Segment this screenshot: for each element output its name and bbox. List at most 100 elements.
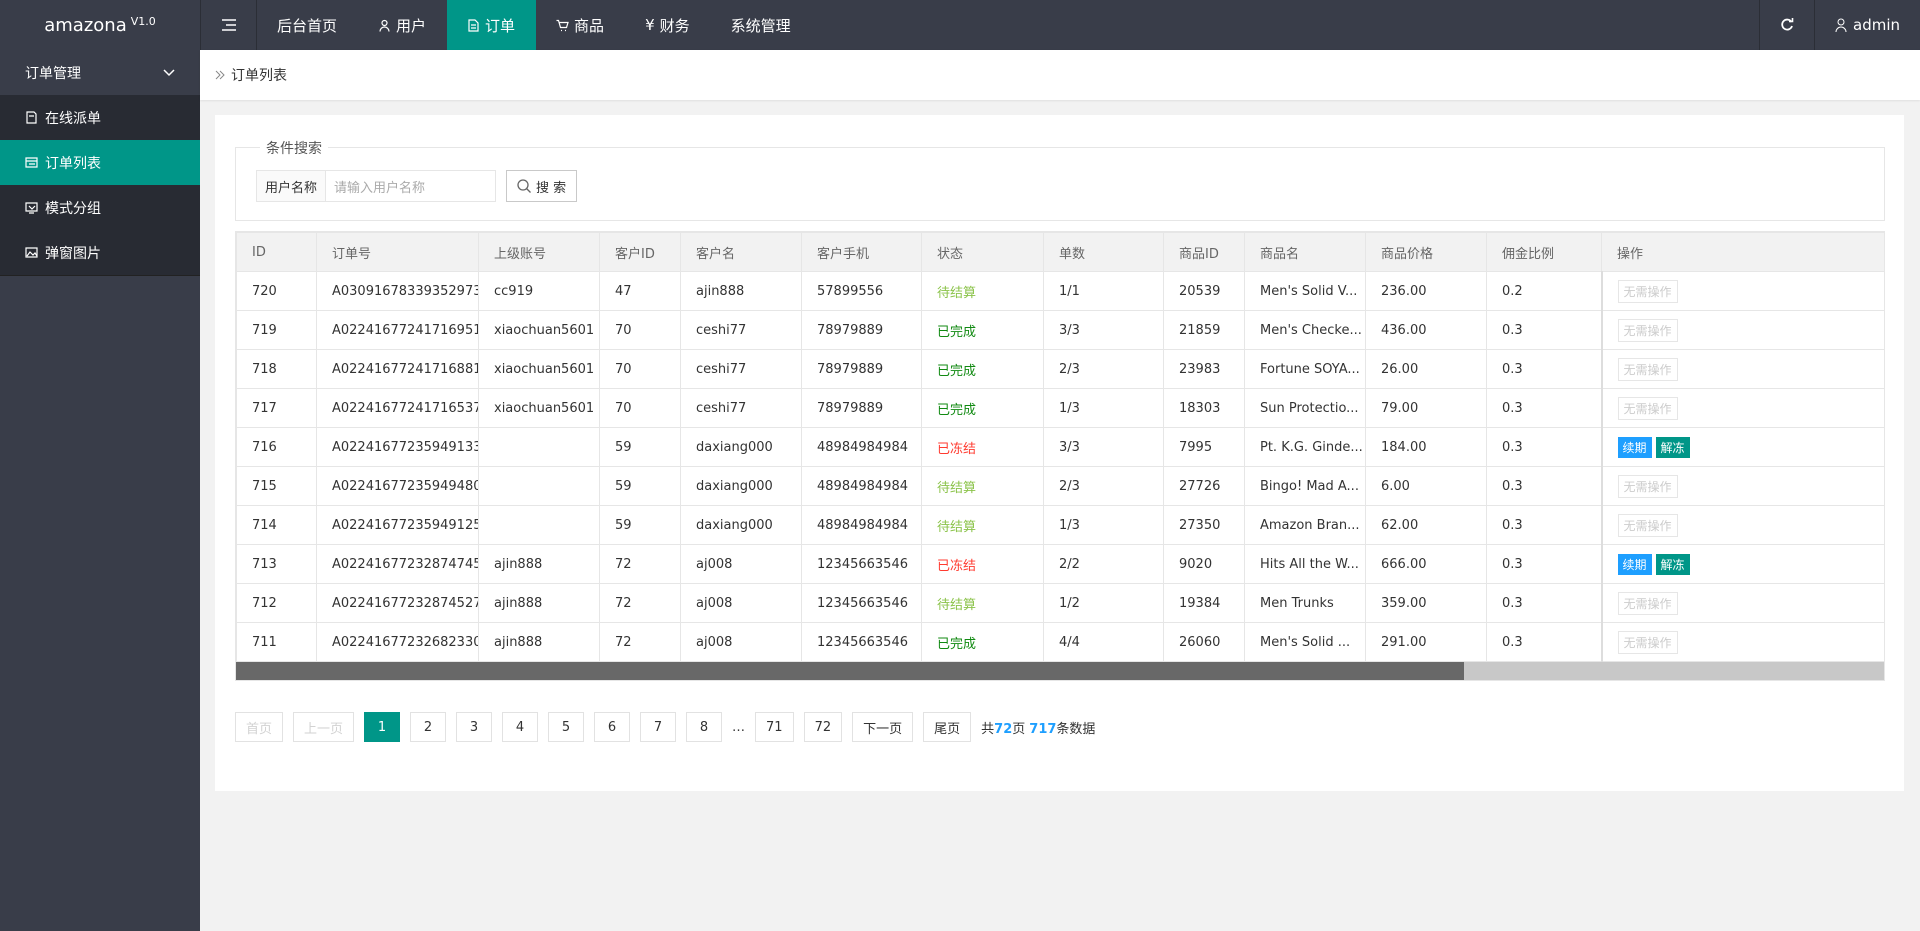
cell: ceshi77: [680, 310, 802, 350]
column-header: 订单号: [316, 232, 479, 272]
cell: 2/3: [1043, 349, 1164, 389]
table-row: 713 A02241677232874745 ajin888 72 aj008 12345…: [236, 544, 1885, 584]
column-header: 商品ID: [1163, 232, 1245, 272]
cell: 78979889: [801, 349, 922, 389]
cell: 720: [236, 271, 317, 311]
cell: daxiang000: [680, 505, 802, 545]
cell: Pt. K.G. Ginde...: [1244, 427, 1366, 467]
action-button[interactable]: 解冻: [1655, 553, 1690, 575]
cell: 236.00: [1365, 271, 1487, 311]
cell: 19384: [1163, 583, 1245, 623]
cell: A02241677232874745: [316, 544, 479, 584]
nav-label: 用户: [396, 16, 427, 35]
page-button[interactable]: 72: [803, 712, 843, 742]
summary-prefix: 共: [981, 721, 995, 737]
sidebar-item[interactable]: 弹窗图片: [0, 230, 200, 275]
cell: 70: [599, 388, 681, 428]
cell: daxiang000: [680, 427, 802, 467]
nav-item[interactable]: 商品: [536, 0, 625, 50]
table-row: 714 A02241677235949125 59 daxiang000 4898498…: [236, 505, 1885, 545]
sidebar-item[interactable]: 在线派单: [0, 95, 200, 140]
summary-count-suffix: 条数据: [1056, 721, 1096, 737]
action-button[interactable]: 续期: [1617, 436, 1652, 458]
sidebar-item[interactable]: 模式分组: [0, 185, 200, 230]
page-button[interactable]: 5: [548, 712, 585, 742]
cell: 0.3: [1486, 310, 1602, 350]
page-button[interactable]: 尾页: [923, 712, 972, 742]
action-button: 无需操作: [1617, 357, 1678, 381]
page-button[interactable]: 7: [640, 712, 677, 742]
pagination: 首页 上一页 1 2 3 4 5 6 7 8… 71 72 下一页 尾页 共72页 717条数据: [235, 712, 1095, 742]
sidebar-group[interactable]: 订单管理: [0, 50, 200, 95]
cell: 12345663546: [801, 544, 922, 584]
cell: 0.3: [1486, 466, 1602, 506]
column-header: 单数: [1043, 232, 1164, 272]
column-header: 操作: [1601, 232, 1885, 272]
nav-item[interactable]: 订单: [447, 0, 537, 50]
nav-item[interactable]: ¥ 财务: [625, 0, 711, 50]
cell: 2/3: [1043, 466, 1164, 506]
cell: 0.3: [1486, 544, 1602, 584]
cell: 78979889: [801, 310, 922, 350]
action-button[interactable]: 解冻: [1655, 436, 1690, 458]
page-button[interactable]: 下一页: [852, 712, 914, 742]
scrollbar[interactable]: [236, 662, 1884, 680]
cell: 70: [599, 310, 681, 350]
search-button[interactable]: 搜 索: [506, 170, 578, 202]
refresh[interactable]: [1759, 0, 1814, 50]
page-button: …: [732, 719, 746, 735]
cell: ceshi77: [680, 349, 802, 389]
action-cell: 无需操作: [1600, 622, 1885, 662]
cell: 3/3: [1043, 427, 1164, 467]
nav-label: 财务: [659, 16, 690, 35]
nav-label: 订单: [485, 16, 516, 35]
cell: aj008: [680, 544, 802, 584]
page-button[interactable]: 1: [364, 712, 401, 742]
cell: 待结算: [921, 271, 1044, 311]
cell: xiaochuan5601: [478, 349, 600, 389]
cell: 9020: [1163, 544, 1245, 584]
cell: 184.00: [1365, 427, 1487, 467]
page-button[interactable]: 71: [755, 712, 794, 742]
action-cell: 无需操作: [1600, 349, 1885, 389]
scroll-thumb[interactable]: [236, 662, 1464, 680]
header-row: ID 订单号 上级账号 客户ID 客户名 客户手机 状态 单数 商品ID 商品名 商品价格 佣金比例操…: [236, 232, 1885, 272]
page-button[interactable]: 3: [456, 712, 493, 742]
column-header: 上级账号: [478, 232, 600, 272]
cell: 21859: [1163, 310, 1245, 350]
sidebar-icon: [26, 111, 37, 124]
cell: 6.00: [1365, 466, 1487, 506]
action-cell: 无需操作: [1600, 583, 1885, 623]
username-input[interactable]: 请输入用户名称: [326, 170, 497, 202]
page-button[interactable]: 8: [686, 712, 723, 742]
nav-item[interactable]: 用户: [358, 0, 447, 50]
sidebar-item[interactable]: 订单列表: [0, 140, 200, 185]
order-table: ID 订单号 上级账号 客户ID 客户名 客户手机 状态 单数 商品ID 商品名 商品价格 佣金比例操…: [235, 231, 1885, 681]
page-button[interactable]: 2: [410, 712, 447, 742]
cell: 72: [599, 544, 681, 584]
nav-item[interactable]: 系统管理: [711, 0, 812, 50]
nav-item[interactable]: 后台首页: [257, 0, 358, 50]
content-card: 条件搜索 用户名称 请输入用户名称 搜 索 ID 订单号 上级账号 客户ID 客户名 客户…: [215, 115, 1904, 791]
action-button: 无需操作: [1617, 318, 1678, 342]
cell: A02241677235949480: [316, 466, 479, 506]
cell: cc919: [478, 271, 600, 311]
action-button[interactable]: 续期: [1617, 553, 1652, 575]
user-menu[interactable]: admin: [1814, 0, 1920, 50]
cell: Men's Checke...: [1244, 310, 1366, 350]
crumb-text: 订单列表: [231, 68, 287, 84]
cell: 0.3: [1486, 388, 1602, 428]
cell: [478, 427, 600, 467]
menu-toggle[interactable]: [201, 0, 257, 50]
cell: 0.3: [1486, 583, 1602, 623]
sidebar-items: 在线派单 订单列表 模式分组 弹窗图片: [0, 95, 200, 276]
page-button[interactable]: 4: [502, 712, 539, 742]
cell: 711: [236, 622, 317, 662]
nav-icon: [468, 18, 479, 32]
page-button[interactable]: 6: [594, 712, 631, 742]
cell: 待结算: [921, 466, 1044, 506]
cell: 70: [599, 349, 681, 389]
cell: 291.00: [1365, 622, 1487, 662]
